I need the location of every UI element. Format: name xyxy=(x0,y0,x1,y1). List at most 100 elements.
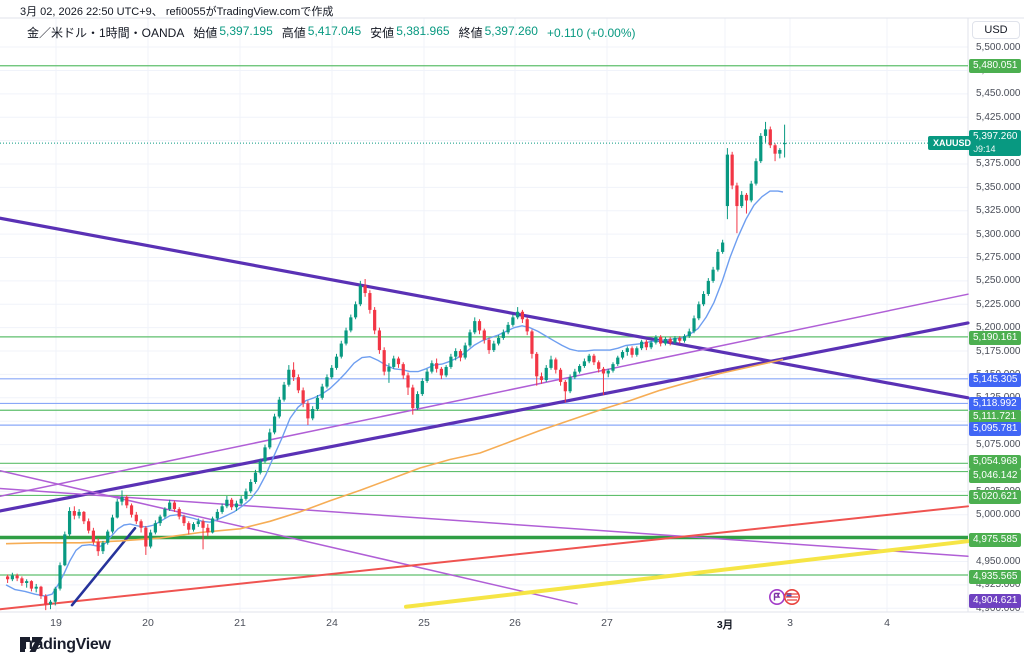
holiday-event-icon[interactable] xyxy=(769,589,785,605)
symbol-title[interactable]: 金／米ドル・1時間・OANDA xyxy=(27,26,185,40)
attribution-text: 3月 02, 2026 22:50 UTC+9、 refi0055がTradin… xyxy=(20,6,334,18)
candle-body xyxy=(177,509,181,517)
candle-body xyxy=(29,581,34,589)
candle-body xyxy=(525,319,529,332)
candle-body xyxy=(134,514,138,522)
candle-body xyxy=(740,194,744,207)
price-change: +0.110 (+0.00%) xyxy=(546,25,636,40)
ascending-violet-line[interactable] xyxy=(0,293,969,497)
candle-body xyxy=(230,499,234,508)
candle-body xyxy=(687,331,691,337)
price-tick-label: 4,950.000 xyxy=(976,555,1021,567)
price-tick-label: 5,300.000 xyxy=(976,228,1021,240)
us-flag-event-icon[interactable] xyxy=(783,589,800,605)
candle-body xyxy=(172,502,177,510)
candle-body xyxy=(301,390,305,404)
level-price-label[interactable]: 5,145.305 xyxy=(969,372,1021,387)
shallow-descending-line[interactable] xyxy=(0,487,969,558)
candle-body xyxy=(749,183,753,201)
candle-body xyxy=(244,491,248,499)
level-price-label[interactable]: 5,046.142 xyxy=(969,468,1021,483)
candle-body xyxy=(392,358,396,367)
current-price-label[interactable]: 5,397.260 09:14 xyxy=(969,130,1021,157)
candle-body xyxy=(401,364,405,376)
ascending-channel-line[interactable] xyxy=(0,321,970,513)
candle-body xyxy=(387,366,391,372)
descending-channel-line[interactable] xyxy=(0,216,970,400)
level-price-label[interactable]: 5,190.161 xyxy=(969,330,1021,345)
candle-body xyxy=(106,531,110,543)
candle-body xyxy=(511,317,515,325)
candle-body xyxy=(287,369,291,385)
candle-body xyxy=(115,501,119,518)
candle-body xyxy=(125,496,129,506)
candle-body xyxy=(673,337,677,343)
level-price-label[interactable]: 5,111.721 xyxy=(969,410,1021,425)
candle-body xyxy=(701,293,706,305)
candle-body xyxy=(449,356,453,367)
candle-body xyxy=(763,129,768,136)
level-price-label[interactable]: 5,095.781 xyxy=(969,422,1021,437)
candle-body xyxy=(320,386,324,398)
candle-body xyxy=(268,432,272,448)
candle-body xyxy=(430,363,434,372)
yellow-trend-line[interactable] xyxy=(404,539,970,609)
time-tick-label: 19 xyxy=(50,617,62,629)
economic-event-icons[interactable] xyxy=(768,588,802,606)
candle-body xyxy=(568,377,572,392)
candle-body xyxy=(129,505,134,515)
candle-body xyxy=(506,324,510,333)
candle-body xyxy=(373,309,377,331)
candle-body xyxy=(382,350,386,372)
candle-body xyxy=(349,317,353,331)
candle-body xyxy=(39,586,43,597)
time-tick-label: 20 xyxy=(142,617,154,629)
candle-body xyxy=(501,332,505,338)
symbol-badge[interactable]: XAUUSD xyxy=(928,136,977,151)
red-support-line[interactable] xyxy=(0,505,969,611)
candle-body xyxy=(406,375,410,388)
candle-body xyxy=(716,251,720,270)
candle-body xyxy=(444,366,448,376)
candle-body xyxy=(721,242,725,252)
candle-body xyxy=(339,343,343,357)
candle-body xyxy=(139,521,143,528)
candle-body xyxy=(206,527,210,533)
candle-body xyxy=(182,516,186,524)
candle-body xyxy=(420,380,424,395)
time-tick-label: 3 xyxy=(787,617,793,629)
steep-descending-line[interactable] xyxy=(0,470,578,605)
price-tick-label: 5,450.000 xyxy=(976,88,1021,100)
price-tick-label: 5,200.000 xyxy=(976,322,1021,334)
level-price-label[interactable]: 5,054.968 xyxy=(969,455,1021,470)
candle-body xyxy=(306,403,310,419)
candle-body xyxy=(697,304,701,319)
level-price-label[interactable]: 4,975.585 xyxy=(969,532,1021,547)
candle-body xyxy=(587,355,591,362)
currency-unit-button[interactable]: USD xyxy=(972,21,1020,39)
candle-body xyxy=(330,367,334,378)
candle-body xyxy=(539,376,544,381)
candle-body xyxy=(549,359,553,368)
candle-body xyxy=(315,397,320,410)
tradingview-logo[interactable]: TradingView xyxy=(20,636,111,654)
candle-body xyxy=(358,285,362,305)
candle-body xyxy=(625,348,629,352)
level-price-label[interactable]: 5,118.992 xyxy=(969,397,1021,412)
level-price-label[interactable]: 4,935.565 xyxy=(969,569,1021,584)
candle-body xyxy=(196,521,200,525)
price-tick-label: 5,425.000 xyxy=(976,111,1021,123)
candle-body xyxy=(735,185,739,207)
candle-body xyxy=(234,503,239,508)
candle-body xyxy=(582,361,586,367)
level-price-label[interactable]: 5,020.621 xyxy=(969,490,1021,505)
candle-body xyxy=(20,578,24,584)
candle-body xyxy=(516,311,520,318)
candle-body xyxy=(477,321,482,331)
candle-body xyxy=(468,332,472,346)
candle-body xyxy=(25,581,29,584)
level-price-label[interactable]: 5,480.051 xyxy=(969,58,1021,73)
candle-body xyxy=(659,337,663,344)
level-price-label[interactable]: 4,904.621 xyxy=(969,593,1021,608)
